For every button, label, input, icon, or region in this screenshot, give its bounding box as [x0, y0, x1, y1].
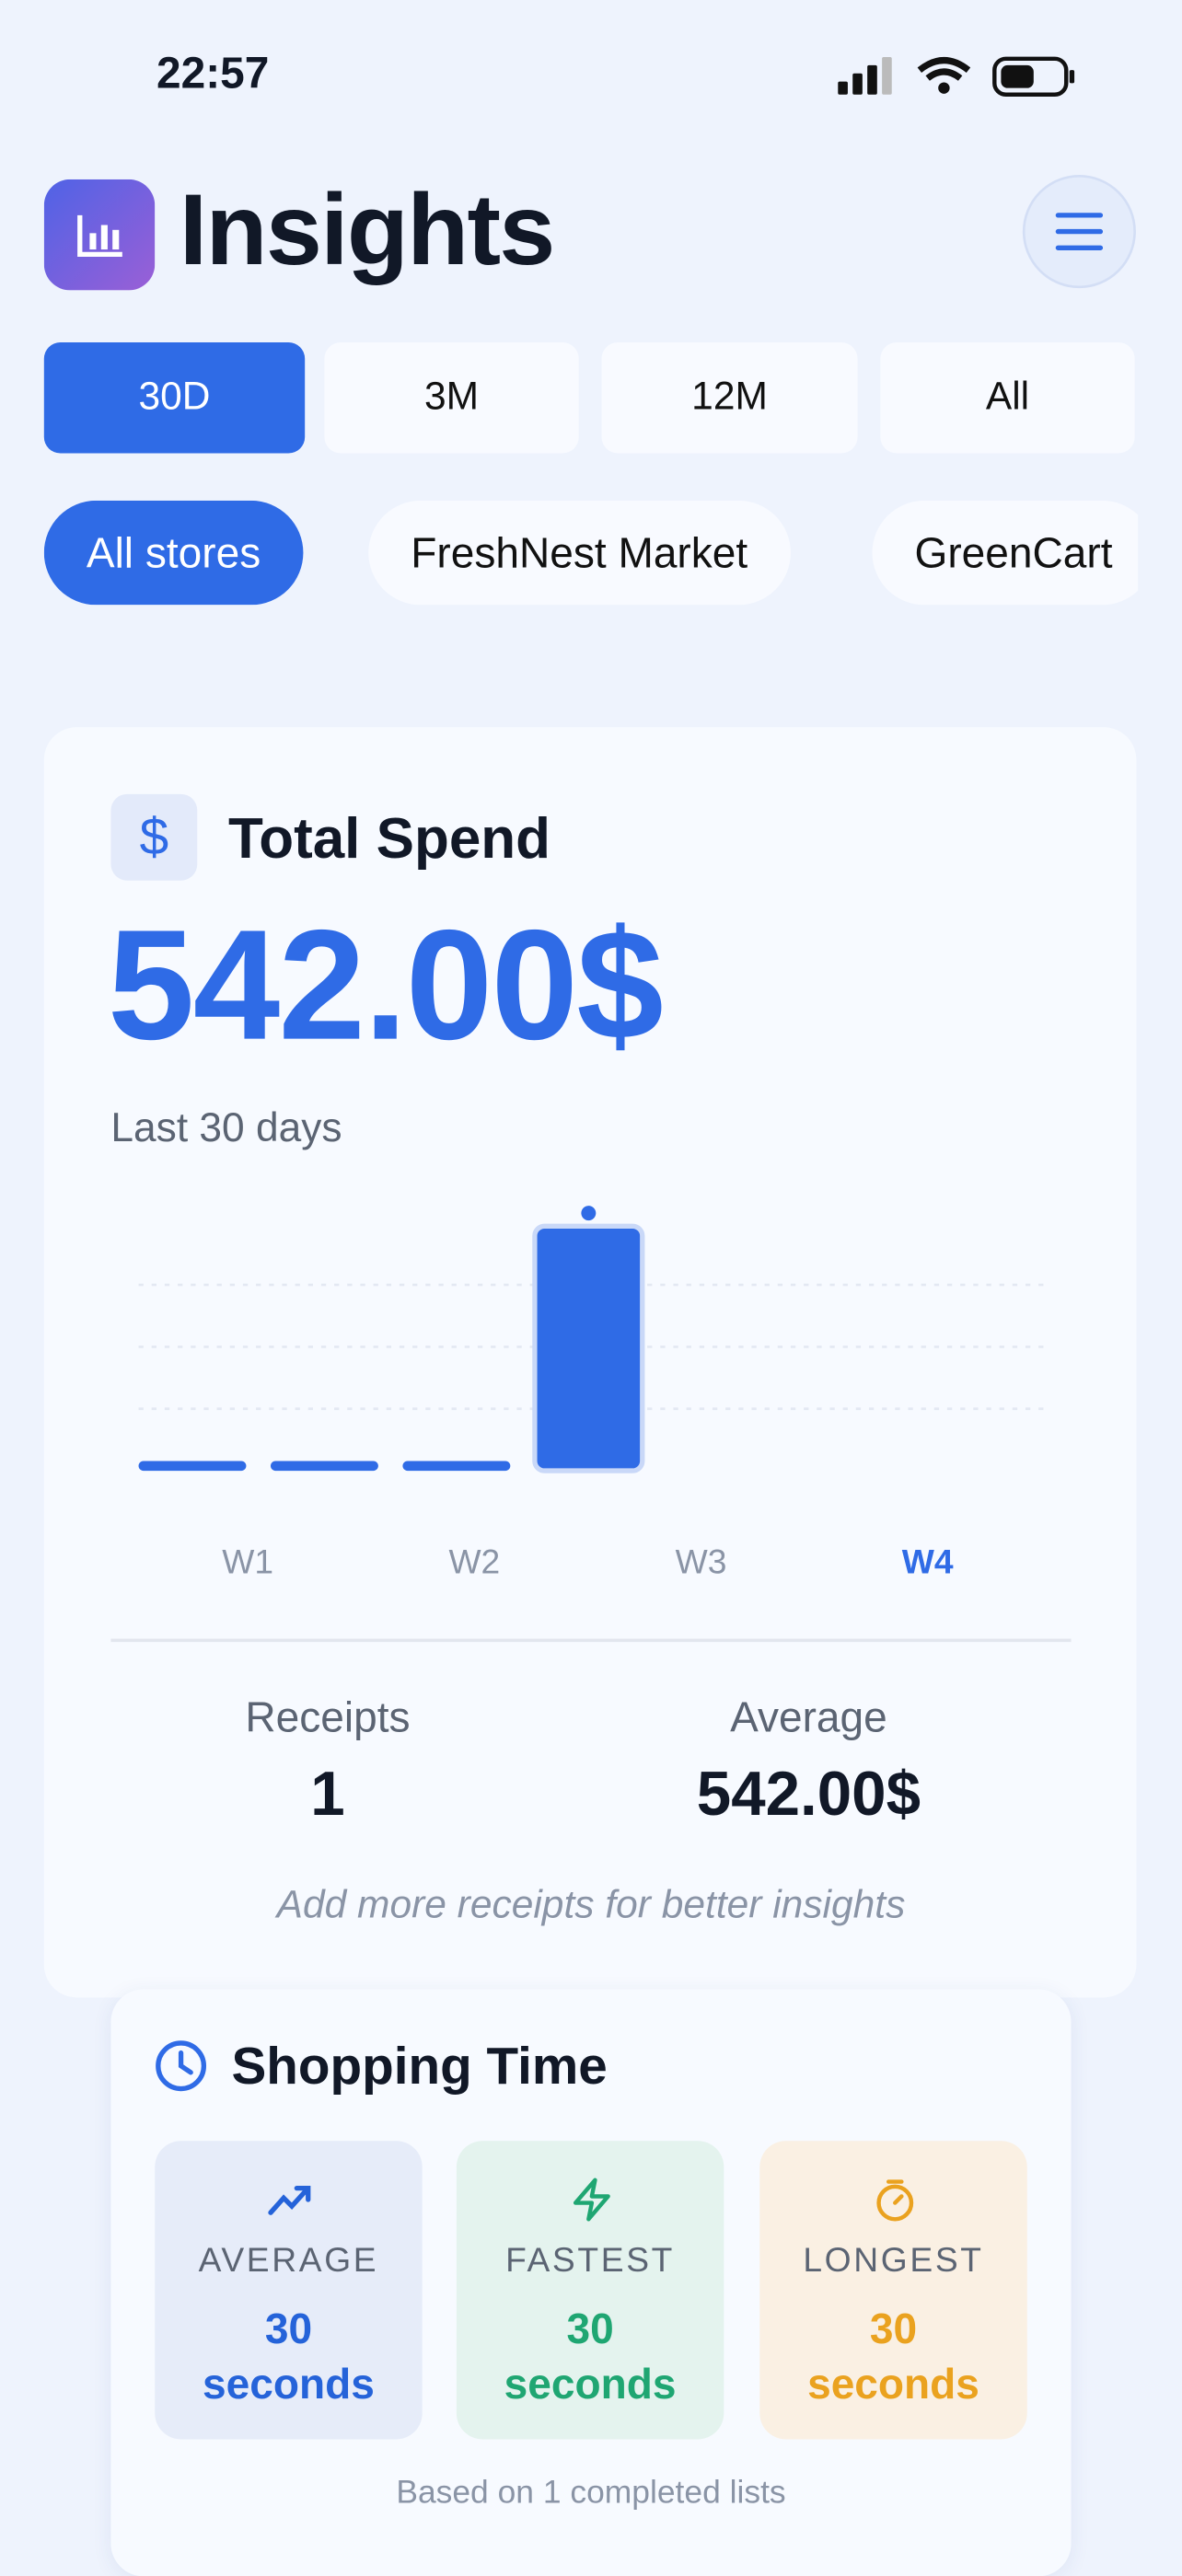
x-tick-label: W2	[448, 1542, 500, 1581]
receipts-value: 1	[310, 1761, 345, 1830]
store-chip[interactable]: All stores	[43, 500, 304, 606]
weekly-chart: W1 W2 W3 W4	[138, 1206, 1044, 1581]
bar	[270, 1461, 378, 1472]
stat-label: AVERAGE	[198, 2242, 379, 2280]
total-amount: 542.00$	[107, 898, 664, 1073]
store-chip[interactable]: FreshNest Market	[368, 500, 791, 606]
hint: Add more receipts for better insights	[276, 1883, 906, 1928]
bolt-icon	[573, 2177, 610, 2222]
stat-value: 30	[566, 2304, 614, 2353]
stat-unit: seconds	[203, 2359, 375, 2409]
card-title: Total Spend	[227, 806, 551, 872]
x-tick-label: W1	[222, 1542, 273, 1581]
stat-unit: seconds	[807, 2359, 979, 2409]
store-filters: All stores FreshNest Market GreenCart	[43, 500, 1139, 606]
stat-tile: AVERAGE 30 seconds	[155, 2141, 423, 2440]
stat-tile: LONGEST 30 seconds	[759, 2141, 1027, 2440]
page-title: Insights	[179, 174, 556, 287]
x-tick-label: W3	[676, 1542, 727, 1581]
stat-tile: FASTEST 30 seconds	[456, 2141, 724, 2440]
section-title: Shopping Time	[231, 2036, 608, 2096]
timer-icon	[876, 2179, 914, 2222]
app-logo	[43, 179, 156, 291]
footer-note: Based on 1 completed lists	[396, 2475, 786, 2512]
stat-unit: seconds	[504, 2359, 677, 2409]
stat-label: FASTEST	[505, 2242, 676, 2280]
x-tick-label: W4	[902, 1542, 954, 1581]
stat-label: LONGEST	[803, 2242, 984, 2280]
menu-button[interactable]	[1022, 175, 1136, 289]
stat-value: 30	[869, 2304, 918, 2353]
bar	[402, 1461, 511, 1472]
period-tab[interactable]: 30D	[43, 342, 306, 454]
divider	[110, 1638, 1072, 1643]
period-label: Last 30 days	[110, 1105, 342, 1151]
bar	[532, 1223, 645, 1473]
status-time: 22:57	[156, 49, 270, 98]
stat-value: 30	[264, 2304, 313, 2353]
clock-icon	[156, 2040, 207, 2092]
period-tab[interactable]: All	[880, 342, 1135, 454]
period-tab[interactable]: 12M	[601, 342, 858, 454]
receipts-label: Receipts	[245, 1692, 411, 1742]
average-label: Average	[730, 1692, 887, 1742]
spend-icon: $	[110, 793, 198, 881]
bar	[138, 1461, 247, 1472]
bar-marker	[581, 1206, 597, 1221]
average-value: 542.00$	[696, 1761, 921, 1830]
period-tab[interactable]: 3M	[324, 342, 579, 454]
status-icons	[838, 56, 1075, 97]
trend-icon	[268, 2185, 311, 2215]
store-chip[interactable]: GreenCart	[872, 500, 1139, 606]
